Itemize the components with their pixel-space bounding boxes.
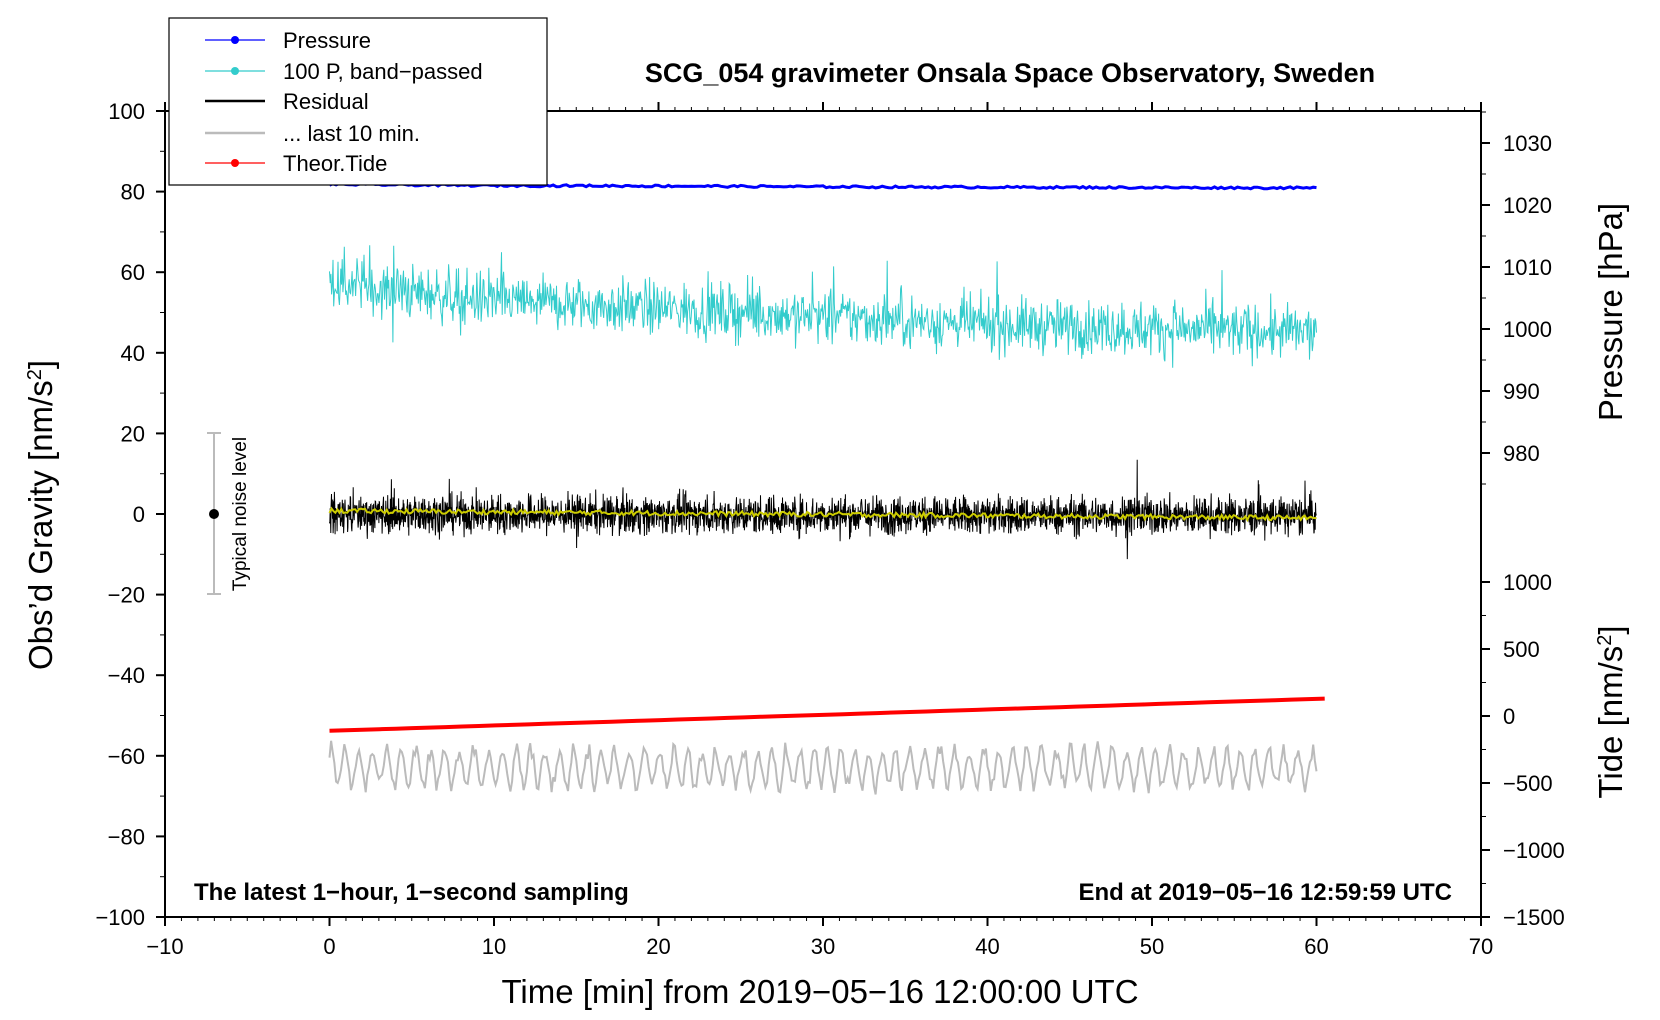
legend-marker-theor-tide [231, 159, 239, 167]
noise-label: Typical noise level [230, 437, 251, 591]
ylabel-main-end: ] [22, 360, 59, 369]
y-tick-label: 60 [121, 260, 145, 285]
series-residual-smoothed [328, 506, 1317, 523]
tide-tick-label: −1000 [1503, 838, 1565, 863]
legend-label-last-10-min: ... last 10 min. [283, 121, 420, 146]
y-tick-label: 80 [121, 180, 145, 205]
y-tick-label: 20 [121, 421, 145, 446]
x-tick-label: −10 [146, 934, 183, 959]
legend-label-theor-tide: Theor.Tide [283, 151, 387, 176]
ylabel-tide-end: ] [1592, 625, 1629, 634]
series-residual [329, 459, 1317, 560]
x-tick-label: 40 [975, 934, 999, 959]
y-tick-label: −100 [95, 905, 145, 930]
noise-level-marker: Typical noise level [207, 432, 251, 595]
y-tick-label: −40 [108, 663, 145, 688]
tick-labels: −10 0 10 20 30 40 50 60 70−100−80−60−40−20020406… [95, 99, 1564, 959]
x-axis-title: Time [min] from 2019−05−16 12:00:00 UTC [501, 973, 1138, 1010]
ylabel-tide-text: Tide [nm/s [1592, 646, 1629, 799]
legend: Pressure 100 P, band−passed Residual ...… [168, 17, 548, 186]
y-tick-label: −60 [108, 744, 145, 769]
legend-item-band-passed: 100 P, band−passed [205, 59, 483, 84]
y-tick-label: 100 [108, 99, 145, 124]
legend-item-theor-tide: Theor.Tide [205, 151, 387, 176]
pressure-tick-label: 1020 [1503, 193, 1552, 218]
pressure-tick-label: 1010 [1503, 255, 1552, 280]
x-tick-label: 30 [811, 934, 835, 959]
series-layer [328, 181, 1325, 795]
tide-tick-label: 500 [1503, 637, 1540, 662]
tide-tick-label: −500 [1503, 771, 1553, 796]
y-axis-title-pressure: Pressure [hPa] [1592, 203, 1629, 421]
pressure-tick-label: 1000 [1503, 317, 1552, 342]
x-tick-label: 60 [1304, 934, 1328, 959]
noise-bar-center [209, 509, 219, 519]
y-tick-label: −80 [108, 824, 145, 849]
tide-tick-label: 0 [1503, 704, 1515, 729]
chart-title: SCG_054 gravimeter Onsala Space Observat… [645, 58, 1375, 88]
y-tick-label: −20 [108, 583, 145, 608]
x-tick-label: 0 [323, 934, 335, 959]
pressure-tick-label: 990 [1503, 379, 1540, 404]
y-tick-label: 0 [133, 502, 145, 527]
legend-marker-pressure [231, 36, 239, 44]
legend-item-last-10-min: ... last 10 min. [205, 121, 420, 146]
pressure-tick-label: 1030 [1503, 131, 1552, 156]
annotation-right: End at 2019−05−16 12:59:59 UTC [1078, 879, 1452, 906]
legend-item-pressure: Pressure [205, 28, 371, 53]
y-tick-label: 40 [121, 341, 145, 366]
ylabel-main-text: Obs’d Gravity [nm/s [22, 380, 59, 670]
pressure-tick-label: 980 [1503, 441, 1540, 466]
tide-tick-label: 1000 [1503, 570, 1552, 595]
y-axis-title-gravity: Obs’d Gravity [nm/s2] [22, 360, 59, 670]
x-tick-label: 50 [1140, 934, 1164, 959]
annotation-left: The latest 1−hour, 1−second sampling [194, 879, 629, 906]
ylabel-tide-sup: 2 [1594, 635, 1616, 646]
tide-tick-label: −1500 [1503, 905, 1565, 930]
legend-label-band-passed: 100 P, band−passed [283, 59, 483, 84]
series-theor-tide [329, 696, 1325, 733]
x-tick-label: 20 [646, 934, 670, 959]
legend-marker-band-passed [231, 67, 239, 75]
legend-label-pressure: Pressure [283, 28, 371, 53]
legend-item-residual: Residual [205, 89, 369, 114]
y-axis-title-tide: Tide [nm/s2] [1592, 625, 1629, 798]
series-last-10-min [328, 740, 1318, 795]
x-tick-label: 70 [1469, 934, 1493, 959]
x-tick-label: 10 [482, 934, 506, 959]
series-band-passed [329, 245, 1317, 368]
legend-label-residual: Residual [283, 89, 369, 114]
ylabel-main-sup: 2 [24, 369, 46, 380]
